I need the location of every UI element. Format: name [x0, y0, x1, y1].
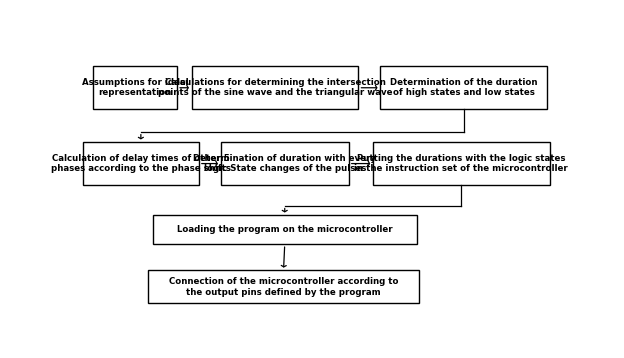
Bar — [373, 142, 550, 185]
Bar — [380, 66, 547, 109]
Text: Determination of the duration
of high states and low states: Determination of the duration of high st… — [390, 78, 537, 97]
Bar — [83, 142, 199, 185]
Text: Determination of duration with every
logic State changes of the pulses: Determination of duration with every log… — [193, 154, 376, 173]
Text: Assumptions for ideal
representation: Assumptions for ideal representation — [82, 78, 188, 97]
Text: Calculation of delay times of other 5
phases according to the phase shifts: Calculation of delay times of other 5 ph… — [51, 154, 231, 173]
Text: Loading the program on the microcontroller: Loading the program on the microcontroll… — [177, 225, 392, 234]
Bar — [148, 270, 419, 304]
Text: Connection of the microcontroller according to
the output pins defined by the pr: Connection of the microcontroller accord… — [168, 277, 398, 297]
Text: Calculations for determining the intersection
points of the sine wave and the tr: Calculations for determining the interse… — [158, 78, 392, 97]
Bar — [153, 215, 417, 244]
Bar — [92, 66, 177, 109]
Bar — [221, 142, 349, 185]
Text: Putting the durations with the logic states
in the instruction set of the microc: Putting the durations with the logic sta… — [354, 154, 568, 173]
Bar — [192, 66, 358, 109]
